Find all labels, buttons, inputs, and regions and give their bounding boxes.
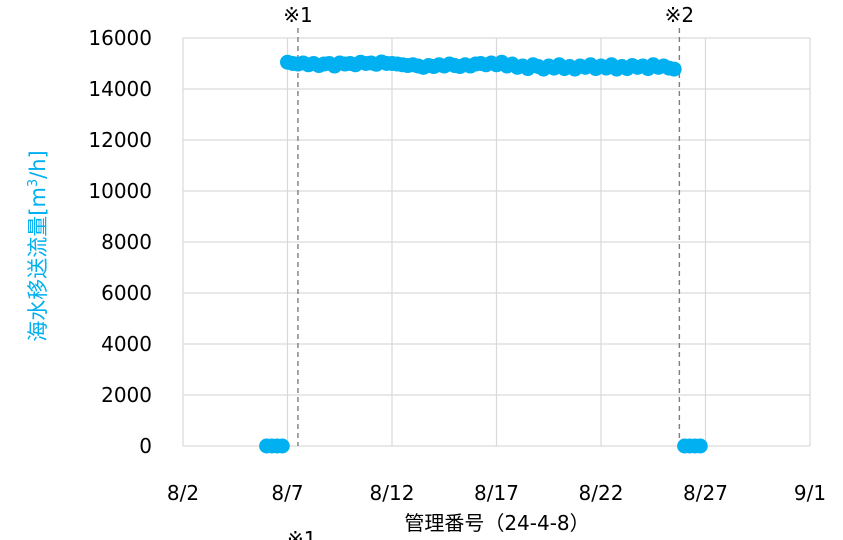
footnote-mark: ※1 xyxy=(287,527,316,540)
data-point xyxy=(666,61,682,77)
x-tick-label: 9/1 xyxy=(794,481,826,505)
y-axis-label-tail: /h] xyxy=(26,150,50,179)
annotation-label: ※1 xyxy=(283,3,312,27)
y-tick-label: 14000 xyxy=(88,77,152,101)
y-axis-label-main: 海水移送流量[m xyxy=(26,187,50,342)
y-axis-label: 海水移送流量[m3/h] xyxy=(26,150,50,342)
x-tick-label: 8/2 xyxy=(167,481,199,505)
data-point xyxy=(692,438,708,454)
y-axis-label-superscript: 3 xyxy=(26,179,41,187)
y-tick-label: 10000 xyxy=(88,179,152,203)
x-axis-label: 管理番号（24-4-8） xyxy=(404,511,589,535)
x-tick-labels: 8/2 8/7 8/12 8/17 8/22 8/27 9/1 xyxy=(167,481,826,505)
y-tick-label: 12000 xyxy=(88,128,152,152)
data-point xyxy=(274,438,290,454)
data-points xyxy=(259,54,708,454)
y-tick-label: 16000 xyxy=(88,26,152,50)
y-tick-label: 4000 xyxy=(101,332,152,356)
annotation-labels: ※1 ※2 xyxy=(283,3,694,27)
y-tick-label: 8000 xyxy=(101,230,152,254)
annotation-label: ※2 xyxy=(665,3,694,27)
x-tick-label: 8/22 xyxy=(579,481,624,505)
grid-lines xyxy=(182,37,811,447)
y-tick-labels: 0 2000 4000 6000 8000 10000 12000 14000 16000 xyxy=(88,26,152,458)
x-tick-label: 8/12 xyxy=(370,481,415,505)
annotation-lines xyxy=(297,28,681,446)
x-tick-label: 8/7 xyxy=(271,481,303,505)
y-tick-label: 0 xyxy=(139,434,152,458)
y-tick-label: 6000 xyxy=(101,281,152,305)
x-tick-label: 8/27 xyxy=(683,481,728,505)
x-tick-label: 8/17 xyxy=(474,481,519,505)
y-tick-label: 2000 xyxy=(101,383,152,407)
